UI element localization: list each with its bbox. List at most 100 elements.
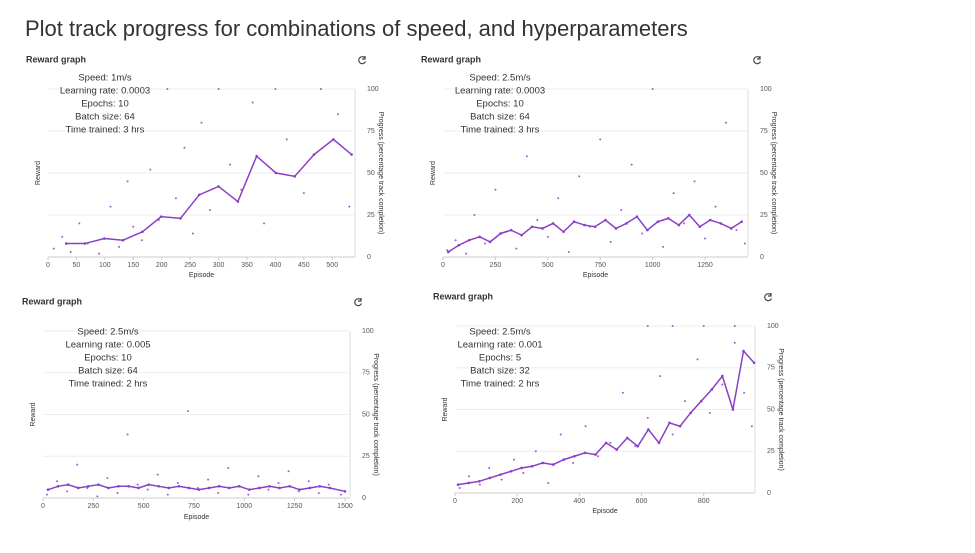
data-point bbox=[708, 411, 711, 414]
progress-point bbox=[298, 488, 301, 491]
data-point bbox=[247, 493, 250, 496]
data-point bbox=[672, 192, 675, 195]
x-axis-label: Episode bbox=[189, 272, 214, 279]
data-point bbox=[584, 425, 587, 428]
progress-point bbox=[343, 490, 347, 493]
data-point bbox=[146, 488, 149, 491]
progress-point bbox=[689, 411, 692, 415]
data-point bbox=[525, 155, 528, 158]
data-point bbox=[132, 225, 135, 228]
data-point bbox=[621, 391, 624, 394]
data-point bbox=[721, 383, 724, 386]
y2-axis-label: Progress (percentage track completion) bbox=[372, 353, 379, 476]
data-point bbox=[536, 219, 539, 222]
data-point bbox=[488, 466, 491, 469]
data-point bbox=[634, 445, 637, 448]
progress-point bbox=[457, 243, 461, 247]
data-point bbox=[567, 250, 570, 253]
data-point bbox=[227, 466, 230, 469]
progress-point bbox=[625, 436, 629, 440]
progress-point bbox=[446, 250, 450, 254]
progress-point bbox=[573, 454, 576, 458]
x-tick-label: 100 bbox=[99, 262, 111, 269]
progress-point bbox=[121, 238, 125, 242]
data-point bbox=[183, 146, 186, 149]
data-point bbox=[285, 138, 288, 141]
progress-point bbox=[509, 228, 513, 232]
progress-point bbox=[179, 217, 182, 220]
data-point bbox=[140, 239, 143, 242]
data-point bbox=[458, 486, 461, 489]
data-point bbox=[136, 483, 139, 486]
progress-point bbox=[187, 486, 191, 490]
progress-point bbox=[614, 227, 618, 230]
progress-point bbox=[328, 486, 332, 490]
progress-point bbox=[308, 486, 312, 490]
data-point bbox=[500, 478, 503, 481]
progress-point bbox=[64, 242, 68, 245]
annotation: Time trained: 2 hrs bbox=[461, 379, 540, 390]
progress-point bbox=[318, 485, 322, 488]
x-tick-label: 350 bbox=[241, 262, 253, 269]
progress-point bbox=[752, 361, 756, 365]
progress-point bbox=[520, 466, 523, 470]
x-axis-label: Episode bbox=[583, 272, 608, 279]
data-point bbox=[641, 232, 644, 235]
progress-point bbox=[141, 230, 144, 234]
x-tick-label: 750 bbox=[188, 503, 200, 510]
y2-tick-label: 25 bbox=[367, 212, 375, 219]
progress-point bbox=[97, 483, 100, 486]
progress-point bbox=[541, 461, 544, 465]
data-point bbox=[339, 493, 342, 496]
x-tick-label: 1250 bbox=[697, 262, 713, 269]
progress-point bbox=[562, 230, 565, 234]
data-point bbox=[702, 325, 705, 327]
progress-line bbox=[47, 483, 346, 493]
progress-point bbox=[227, 486, 231, 490]
progress-point bbox=[551, 222, 555, 225]
data-point bbox=[176, 481, 179, 484]
progress-point bbox=[742, 349, 745, 353]
annotation: Batch size: 64 bbox=[78, 366, 138, 377]
data-point bbox=[76, 463, 79, 466]
y2-tick-label: 100 bbox=[362, 328, 374, 335]
annotation: Epochs: 10 bbox=[84, 353, 132, 364]
y2-tick-label: 100 bbox=[767, 323, 779, 330]
data-point bbox=[69, 250, 72, 253]
progress-point bbox=[167, 486, 171, 490]
x-tick-label: 400 bbox=[270, 262, 282, 269]
y2-axis-label: Progress (percentage track completion) bbox=[770, 112, 777, 235]
data-point bbox=[106, 476, 109, 479]
refresh-icon bbox=[354, 298, 363, 307]
progress-point bbox=[159, 215, 163, 218]
annotation: Epochs: 5 bbox=[479, 353, 521, 364]
x-tick-label: 50 bbox=[73, 262, 81, 269]
data-point bbox=[228, 163, 231, 166]
progress-point bbox=[236, 200, 240, 203]
data-point bbox=[473, 214, 476, 216]
x-axis-label: Episode bbox=[592, 508, 617, 515]
data-point bbox=[733, 341, 736, 344]
data-point bbox=[186, 410, 189, 413]
data-point bbox=[597, 455, 600, 458]
x-tick-label: 0 bbox=[46, 262, 50, 269]
progress-point bbox=[729, 227, 733, 230]
progress-point bbox=[583, 223, 586, 227]
data-point bbox=[651, 88, 654, 90]
data-point bbox=[454, 239, 457, 242]
progress-point bbox=[488, 240, 492, 244]
data-point bbox=[61, 235, 64, 238]
data-point bbox=[66, 490, 69, 493]
progress-point bbox=[635, 215, 639, 218]
data-point bbox=[98, 252, 101, 255]
progress-point bbox=[56, 485, 60, 488]
x-tick-label: 1250 bbox=[287, 503, 303, 510]
data-point bbox=[274, 88, 277, 90]
data-point bbox=[735, 229, 738, 232]
progress-point bbox=[499, 232, 502, 235]
data-point bbox=[513, 458, 516, 461]
progress-point bbox=[268, 485, 271, 488]
chart-title: Reward graph bbox=[26, 54, 86, 64]
progress-point bbox=[520, 233, 523, 237]
